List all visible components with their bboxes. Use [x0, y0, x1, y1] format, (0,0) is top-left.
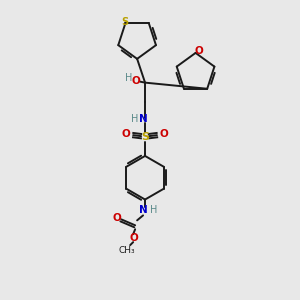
Text: S: S: [141, 132, 149, 142]
Text: O: O: [113, 213, 122, 224]
Text: O: O: [194, 46, 203, 56]
Text: O: O: [122, 129, 130, 139]
Text: H: H: [150, 206, 158, 215]
Text: O: O: [160, 129, 168, 139]
Text: H: H: [131, 114, 139, 124]
Text: N: N: [139, 206, 147, 215]
Text: N: N: [139, 114, 147, 124]
Text: O: O: [132, 76, 140, 85]
Text: O: O: [130, 233, 139, 243]
Text: CH₃: CH₃: [119, 246, 136, 255]
Text: S: S: [121, 17, 128, 27]
Text: H: H: [124, 73, 132, 83]
